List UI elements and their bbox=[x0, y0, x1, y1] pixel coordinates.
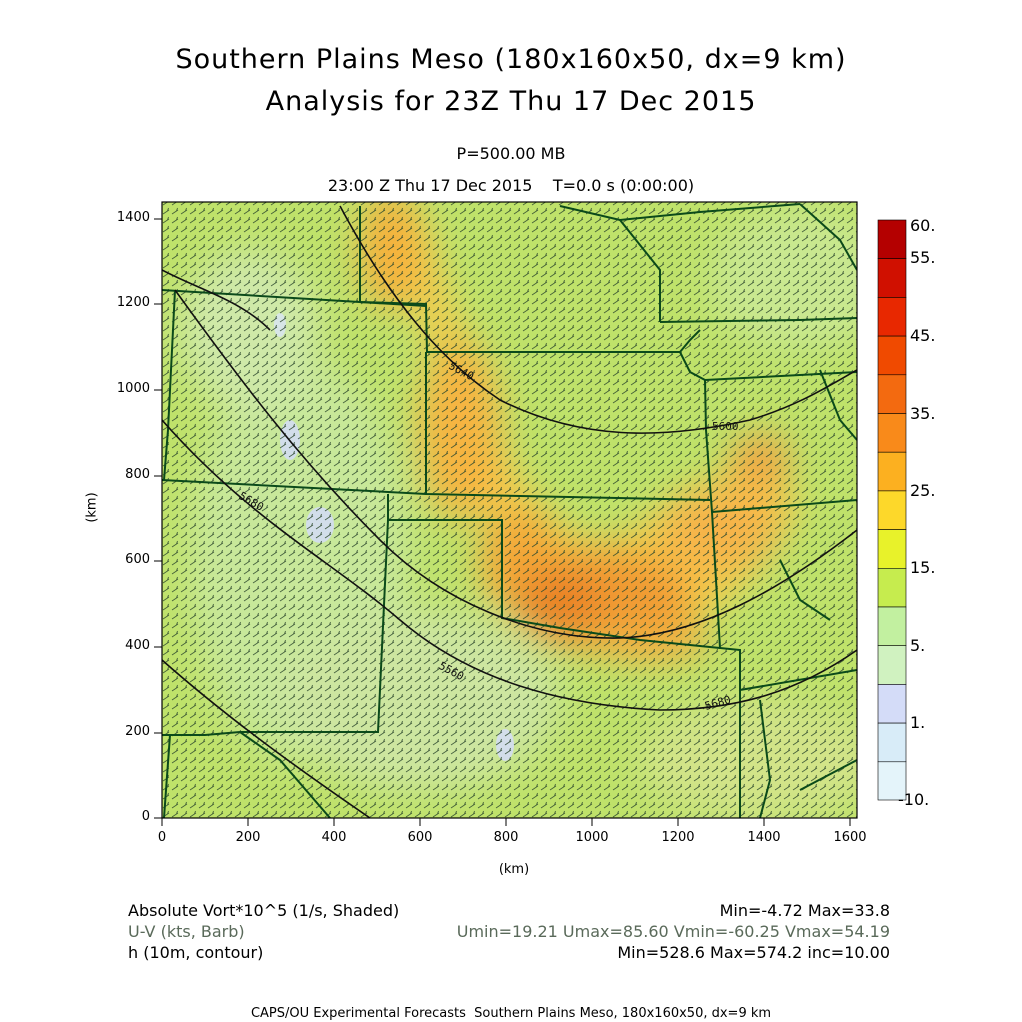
x-tick-label: 0 bbox=[157, 830, 167, 845]
x-axis-label: (km) bbox=[498, 862, 530, 877]
colorbar-label: 25. bbox=[910, 481, 936, 500]
colorbar-label: 5. bbox=[910, 636, 926, 655]
x-tick-label: 1200 bbox=[661, 830, 695, 845]
colorbar bbox=[877, 219, 907, 801]
y-tick-label: 800 bbox=[125, 467, 150, 482]
y-tick-label: 600 bbox=[125, 552, 150, 567]
vort-label: Absolute Vort*10^5 (1/s, Shaded) bbox=[128, 901, 400, 920]
plot-frame bbox=[161, 201, 858, 819]
x-tick-label: 1600 bbox=[833, 830, 867, 845]
x-tick-label: 400 bbox=[321, 830, 347, 845]
height-label: h (10m, contour) bbox=[128, 943, 264, 962]
y-tick-label: 0 bbox=[141, 809, 150, 824]
x-tick-label: 200 bbox=[235, 830, 261, 845]
y-tick-label: 400 bbox=[125, 638, 150, 653]
contour-label: 5600 bbox=[712, 420, 739, 433]
level-label: P=500.00 MB bbox=[456, 144, 566, 163]
y-tick-label: 1400 bbox=[116, 210, 150, 225]
x-tick-label: 1400 bbox=[747, 830, 781, 845]
vorticity-shading bbox=[162, 202, 857, 818]
state-boundaries bbox=[162, 203, 857, 818]
colorbar-label: 35. bbox=[910, 404, 936, 423]
y-ticks bbox=[154, 218, 162, 819]
y-tick-label: 1200 bbox=[116, 295, 150, 310]
height-contours bbox=[162, 205, 857, 818]
y-axis-label: (km) bbox=[84, 492, 100, 523]
time-label: 23:00 Z Thu 17 Dec 2015 T=0.0 s (0:00:00… bbox=[327, 176, 695, 195]
colorbar-label: 15. bbox=[910, 558, 936, 577]
wind-label: U-V (kts, Barb) bbox=[128, 922, 245, 941]
colorbar-label: 55. bbox=[910, 248, 936, 267]
y-tick-label: 1000 bbox=[116, 381, 150, 396]
vort-stats: Min=-4.72 Max=33.8 bbox=[719, 901, 890, 920]
x-ticks bbox=[161, 818, 851, 826]
x-tick-label: 800 bbox=[493, 830, 519, 845]
colorbar-label: 45. bbox=[910, 326, 936, 345]
wind-stats: Umin=19.21 Umax=85.60 Vmin=-60.25 Vmax=5… bbox=[456, 922, 890, 941]
x-tick-label: 600 bbox=[407, 830, 433, 845]
colorbar-label: 60. bbox=[910, 216, 936, 235]
footer-credit: CAPS/OU Experimental Forecasts Southern … bbox=[250, 1006, 772, 1021]
y-tick-label: 200 bbox=[125, 724, 150, 739]
title-line-2: Analysis for 23Z Thu 17 Dec 2015 bbox=[265, 86, 757, 117]
x-tick-label: 1000 bbox=[575, 830, 609, 845]
colorbar-label: -10. bbox=[898, 790, 930, 809]
colorbar-label: 1. bbox=[910, 713, 926, 732]
height-stats: Min=528.6 Max=574.2 inc=10.00 bbox=[617, 943, 890, 962]
title-line-1: Southern Plains Meso (180x160x50, dx=9 k… bbox=[175, 44, 847, 75]
